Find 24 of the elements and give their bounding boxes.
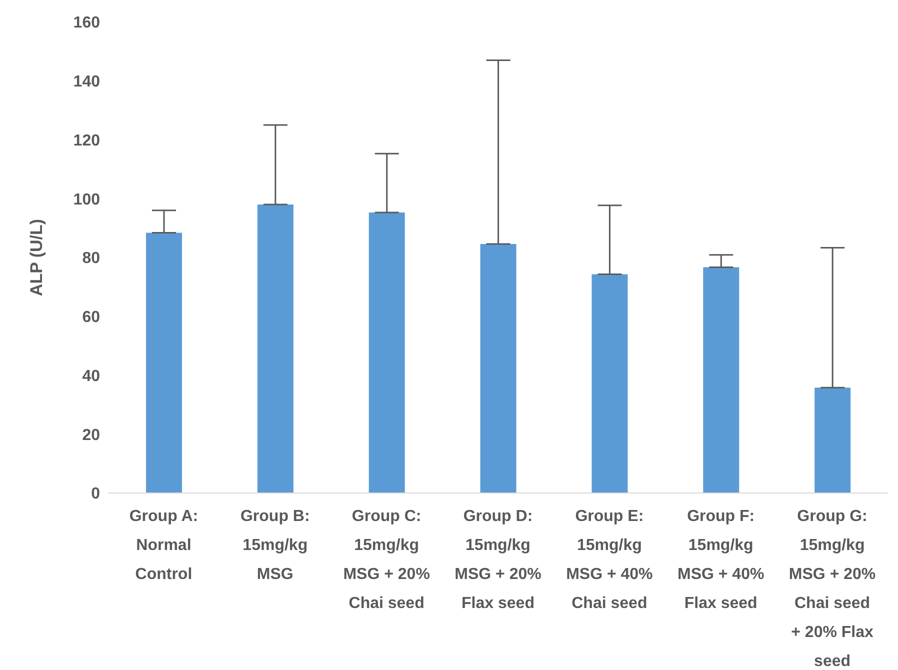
- y-tick-label: 60: [82, 309, 100, 326]
- y-tick-label: 40: [82, 368, 100, 385]
- y-tick-label: 20: [82, 426, 100, 444]
- x-tick-label: Group G: 15mg/kg MSG + 20% Chai seed + 20% Flax seed: [788, 508, 876, 670]
- y-tick-label: 160: [73, 14, 100, 32]
- y-tick-label: 140: [73, 74, 100, 91]
- bar: [257, 204, 294, 493]
- x-tick-label: Group F: 15mg/kg MSG + 40% Flax seed: [678, 508, 764, 612]
- x-tick-label: Group A: Normal Control: [129, 508, 198, 583]
- bar: [368, 212, 405, 493]
- bar: [703, 267, 740, 493]
- y-tick-label: 80: [82, 250, 100, 268]
- bar: [592, 274, 628, 493]
- x-tick-label: Group B: 15mg/kg MSG: [240, 508, 310, 583]
- y-axis-title: ALP (U/L): [27, 218, 46, 296]
- y-tick-label: 0: [91, 486, 100, 503]
- bar: [480, 244, 516, 493]
- bar: [814, 388, 851, 493]
- y-tick-label: 120: [73, 132, 100, 150]
- x-tick-label: Group C: 15mg/kg MSG + 20% Chai seed: [343, 508, 430, 612]
- y-tick-label: 100: [73, 191, 100, 208]
- x-tick-label: Group D: 15mg/kg MSG + 20% Flax seed: [454, 508, 542, 612]
- bar: [146, 232, 182, 493]
- x-tick-label: Group E: 15mg/kg MSG + 40% Chai seed: [566, 508, 653, 612]
